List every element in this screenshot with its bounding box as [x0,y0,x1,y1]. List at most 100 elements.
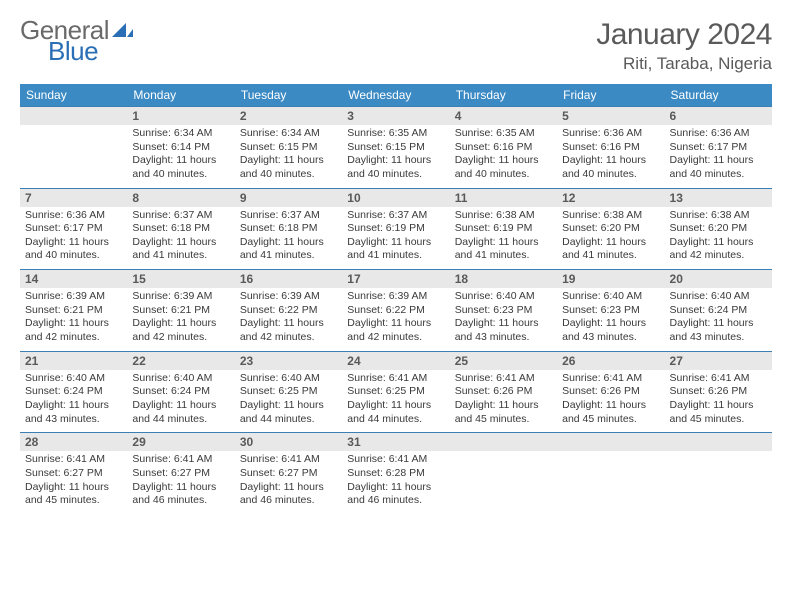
sunset-text: Sunset: 6:27 PM [25,467,122,481]
sunset-text: Sunset: 6:27 PM [240,467,337,481]
calendar-cell: 30Sunrise: 6:41 AMSunset: 6:27 PMDayligh… [235,433,342,514]
day-number: 15 [127,270,234,288]
daylight-text: Daylight: 11 hours and 44 minutes. [240,399,337,426]
day-details: Sunrise: 6:39 AMSunset: 6:22 PMDaylight:… [342,288,449,351]
day-details: Sunrise: 6:36 AMSunset: 6:17 PMDaylight:… [20,207,127,270]
calendar-cell: 10Sunrise: 6:37 AMSunset: 6:19 PMDayligh… [342,188,449,270]
day-number: 21 [20,352,127,370]
weekday-header: Tuesday [235,84,342,107]
weekday-header: Saturday [665,84,772,107]
sunset-text: Sunset: 6:17 PM [670,141,767,155]
day-number: 23 [235,352,342,370]
day-number: 25 [450,352,557,370]
sunrise-text: Sunrise: 6:36 AM [670,127,767,141]
day-details: Sunrise: 6:39 AMSunset: 6:21 PMDaylight:… [127,288,234,351]
sunset-text: Sunset: 6:21 PM [25,304,122,318]
weekday-header: Monday [127,84,234,107]
day-details: Sunrise: 6:38 AMSunset: 6:20 PMDaylight:… [665,207,772,270]
calendar-cell: 16Sunrise: 6:39 AMSunset: 6:22 PMDayligh… [235,270,342,352]
day-number: 24 [342,352,449,370]
sunrise-text: Sunrise: 6:39 AM [347,290,444,304]
daylight-text: Daylight: 11 hours and 46 minutes. [132,481,229,508]
calendar-cell: 3Sunrise: 6:35 AMSunset: 6:15 PMDaylight… [342,107,449,189]
day-number: 13 [665,189,772,207]
calendar-cell: 17Sunrise: 6:39 AMSunset: 6:22 PMDayligh… [342,270,449,352]
day-number: 3 [342,107,449,125]
day-number: 31 [342,433,449,451]
calendar-cell: 8Sunrise: 6:37 AMSunset: 6:18 PMDaylight… [127,188,234,270]
weekday-header: Sunday [20,84,127,107]
day-details: Sunrise: 6:37 AMSunset: 6:18 PMDaylight:… [127,207,234,270]
daylight-text: Daylight: 11 hours and 42 minutes. [240,317,337,344]
sunrise-text: Sunrise: 6:41 AM [455,372,552,386]
sunset-text: Sunset: 6:23 PM [455,304,552,318]
day-number [20,107,127,125]
sunset-text: Sunset: 6:27 PM [132,467,229,481]
calendar-cell: 2Sunrise: 6:34 AMSunset: 6:15 PMDaylight… [235,107,342,189]
calendar-cell: 20Sunrise: 6:40 AMSunset: 6:24 PMDayligh… [665,270,772,352]
daylight-text: Daylight: 11 hours and 40 minutes. [670,154,767,181]
day-details [557,451,664,459]
location-text: Riti, Taraba, Nigeria [596,54,772,74]
day-details: Sunrise: 6:40 AMSunset: 6:24 PMDaylight:… [127,370,234,433]
sunset-text: Sunset: 6:28 PM [347,467,444,481]
sunset-text: Sunset: 6:25 PM [240,385,337,399]
sunrise-text: Sunrise: 6:38 AM [562,209,659,223]
day-number: 12 [557,189,664,207]
sunset-text: Sunset: 6:16 PM [562,141,659,155]
sunset-text: Sunset: 6:26 PM [670,385,767,399]
day-details: Sunrise: 6:34 AMSunset: 6:15 PMDaylight:… [235,125,342,188]
sunrise-text: Sunrise: 6:39 AM [132,290,229,304]
sunrise-text: Sunrise: 6:37 AM [132,209,229,223]
daylight-text: Daylight: 11 hours and 40 minutes. [132,154,229,181]
day-number [450,433,557,451]
weekday-header: Thursday [450,84,557,107]
day-details: Sunrise: 6:40 AMSunset: 6:23 PMDaylight:… [557,288,664,351]
day-details: Sunrise: 6:41 AMSunset: 6:26 PMDaylight:… [557,370,664,433]
day-number: 17 [342,270,449,288]
sunrise-text: Sunrise: 6:40 AM [562,290,659,304]
calendar-cell: 22Sunrise: 6:40 AMSunset: 6:24 PMDayligh… [127,351,234,433]
sunset-text: Sunset: 6:24 PM [132,385,229,399]
daylight-text: Daylight: 11 hours and 40 minutes. [347,154,444,181]
calendar-body: 1Sunrise: 6:34 AMSunset: 6:14 PMDaylight… [20,107,772,514]
calendar-cell [450,433,557,514]
daylight-text: Daylight: 11 hours and 43 minutes. [455,317,552,344]
day-details: Sunrise: 6:40 AMSunset: 6:24 PMDaylight:… [20,370,127,433]
sunset-text: Sunset: 6:19 PM [455,222,552,236]
day-details: Sunrise: 6:40 AMSunset: 6:25 PMDaylight:… [235,370,342,433]
calendar-cell: 19Sunrise: 6:40 AMSunset: 6:23 PMDayligh… [557,270,664,352]
calendar-cell: 21Sunrise: 6:40 AMSunset: 6:24 PMDayligh… [20,351,127,433]
sunrise-text: Sunrise: 6:40 AM [670,290,767,304]
day-number: 5 [557,107,664,125]
calendar-cell: 1Sunrise: 6:34 AMSunset: 6:14 PMDaylight… [127,107,234,189]
sunset-text: Sunset: 6:18 PM [240,222,337,236]
sunrise-text: Sunrise: 6:40 AM [240,372,337,386]
calendar-cell: 7Sunrise: 6:36 AMSunset: 6:17 PMDaylight… [20,188,127,270]
sunset-text: Sunset: 6:18 PM [132,222,229,236]
sunrise-text: Sunrise: 6:41 AM [240,453,337,467]
sunrise-text: Sunrise: 6:40 AM [25,372,122,386]
daylight-text: Daylight: 11 hours and 45 minutes. [25,481,122,508]
day-details: Sunrise: 6:35 AMSunset: 6:15 PMDaylight:… [342,125,449,188]
month-title: January 2024 [596,18,772,52]
daylight-text: Daylight: 11 hours and 41 minutes. [562,236,659,263]
calendar-cell: 9Sunrise: 6:37 AMSunset: 6:18 PMDaylight… [235,188,342,270]
daylight-text: Daylight: 11 hours and 40 minutes. [455,154,552,181]
calendar-cell: 6Sunrise: 6:36 AMSunset: 6:17 PMDaylight… [665,107,772,189]
sunrise-text: Sunrise: 6:41 AM [347,453,444,467]
sunset-text: Sunset: 6:15 PM [240,141,337,155]
brand-logo: GeneralBlue [20,18,134,63]
day-details: Sunrise: 6:37 AMSunset: 6:18 PMDaylight:… [235,207,342,270]
calendar-cell: 14Sunrise: 6:39 AMSunset: 6:21 PMDayligh… [20,270,127,352]
day-number: 20 [665,270,772,288]
day-details [20,125,127,133]
daylight-text: Daylight: 11 hours and 42 minutes. [670,236,767,263]
sunrise-text: Sunrise: 6:41 AM [25,453,122,467]
calendar-week-row: 1Sunrise: 6:34 AMSunset: 6:14 PMDaylight… [20,107,772,189]
weekday-header: Friday [557,84,664,107]
daylight-text: Daylight: 11 hours and 45 minutes. [455,399,552,426]
day-details: Sunrise: 6:41 AMSunset: 6:25 PMDaylight:… [342,370,449,433]
sunrise-text: Sunrise: 6:34 AM [240,127,337,141]
calendar-cell: 12Sunrise: 6:38 AMSunset: 6:20 PMDayligh… [557,188,664,270]
